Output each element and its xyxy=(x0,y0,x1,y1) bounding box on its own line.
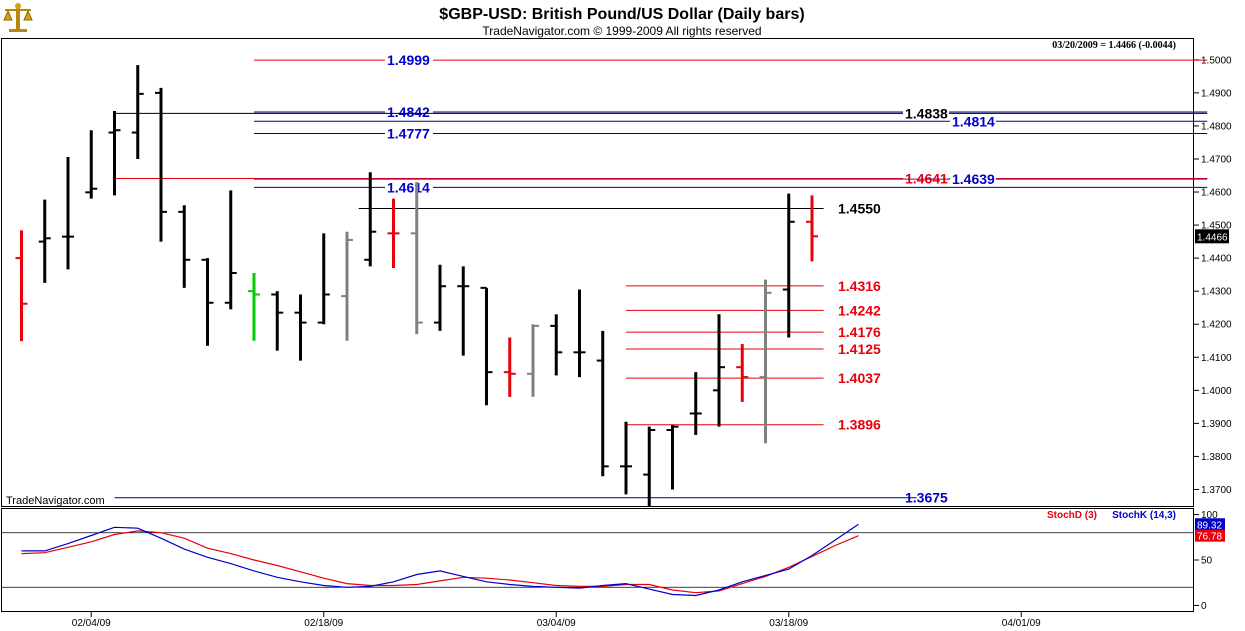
level-label-bg xyxy=(385,105,433,120)
level-label: 1.4999 xyxy=(387,52,430,68)
level-label: 1.4814 xyxy=(952,113,995,129)
price-panel xyxy=(1,38,1194,507)
price-tick-label: 1.5000 xyxy=(1201,55,1232,66)
price-tick-label: 1.3700 xyxy=(1201,485,1232,496)
price-tick-label: 1.4800 xyxy=(1201,121,1232,132)
last-price-bg xyxy=(1195,229,1229,244)
level-label: 1.3896 xyxy=(838,417,881,433)
stochd-last-bg xyxy=(1195,529,1225,542)
level-label: 1.4639 xyxy=(952,171,995,187)
level-label: 1.4838 xyxy=(905,105,948,121)
legend-stochk: StochK (14,3) xyxy=(1112,510,1176,521)
price-tick-label: 1.4700 xyxy=(1201,154,1232,165)
price-tick-label: 1.4600 xyxy=(1201,188,1232,199)
stoch-panel xyxy=(1,508,1194,612)
chart-subtitle: TradeNavigator.com © 1999-2009 All right… xyxy=(482,24,761,38)
price-tick-label: 1.4500 xyxy=(1201,221,1232,232)
watermark: TradeNavigator.com xyxy=(6,495,105,507)
level-label-bg xyxy=(950,114,996,129)
level-label: 1.4842 xyxy=(387,104,430,120)
level-label-bg xyxy=(903,171,949,186)
last-price-badge: 1.4466 xyxy=(1195,229,1229,244)
level-label: 1.4614 xyxy=(387,179,430,195)
level-label-bg xyxy=(385,180,433,195)
level-label: 1.4641 xyxy=(905,170,948,186)
level-label-bg xyxy=(950,172,996,187)
date-tick-label: 03/18/09 xyxy=(769,618,808,629)
stoch-series-line xyxy=(21,530,859,594)
chart-title: $GBP-USD: British Pound/US Dollar (Daily… xyxy=(439,6,804,23)
level-label: 1.4037 xyxy=(838,370,881,386)
last-price-label: 1.4466 xyxy=(1197,232,1228,243)
ohlc-bars xyxy=(15,65,818,506)
legend-stochd: StochD (3) xyxy=(1047,510,1097,521)
price-tick-label: 1.4900 xyxy=(1201,88,1232,99)
stochk-last-label: 89.32 xyxy=(1197,520,1222,531)
price-y-axis: 1.50001.49001.48001.47001.46001.45001.44… xyxy=(1194,55,1232,496)
stochd-last-label: 76.78 xyxy=(1197,532,1222,543)
level-label: 1.4242 xyxy=(838,302,881,318)
price-tick-label: 1.4300 xyxy=(1201,287,1232,298)
price-tick-label: 1.4100 xyxy=(1201,353,1232,364)
scales-logo-icon xyxy=(3,3,33,32)
stoch-tick-label: 100 xyxy=(1201,510,1218,521)
stoch-tick-label: 50 xyxy=(1201,556,1213,567)
price-tick-label: 1.3900 xyxy=(1201,419,1232,430)
level-label: 1.4777 xyxy=(387,126,430,142)
last-quote: 03/20/2009 = 1.4466 (-0.0044) xyxy=(1052,40,1176,51)
level-label: 1.4176 xyxy=(838,324,881,340)
level-label: 1.4316 xyxy=(838,278,881,294)
date-tick-label: 04/01/09 xyxy=(1002,618,1041,629)
level-label-bg xyxy=(903,106,949,121)
stoch-tick-label: 0 xyxy=(1201,601,1207,612)
price-tick-label: 1.4200 xyxy=(1201,320,1232,331)
stoch-series-line xyxy=(21,523,859,597)
level-label-bg xyxy=(385,126,433,141)
price-tick-label: 1.4000 xyxy=(1201,386,1232,397)
stochk-last-bg xyxy=(1195,518,1225,531)
level-label: 1.4125 xyxy=(838,341,881,357)
date-tick-label: 03/04/09 xyxy=(537,618,576,629)
date-axis: 02/04/09 02/18/09 03/04/09 03/18/09 04/01/09 xyxy=(72,612,1041,629)
date-tick-label: 02/18/09 xyxy=(304,618,343,629)
level-label-bg xyxy=(385,53,433,68)
stoch-y-axis: 100 50 0 xyxy=(2,510,1218,612)
price-tick-label: 1.4400 xyxy=(1201,254,1232,265)
level-label: 1.4550 xyxy=(838,201,881,217)
level-label: 1.3675 xyxy=(905,490,948,506)
date-tick-label: 02/04/09 xyxy=(72,618,111,629)
price-tick-label: 1.3800 xyxy=(1201,452,1232,463)
